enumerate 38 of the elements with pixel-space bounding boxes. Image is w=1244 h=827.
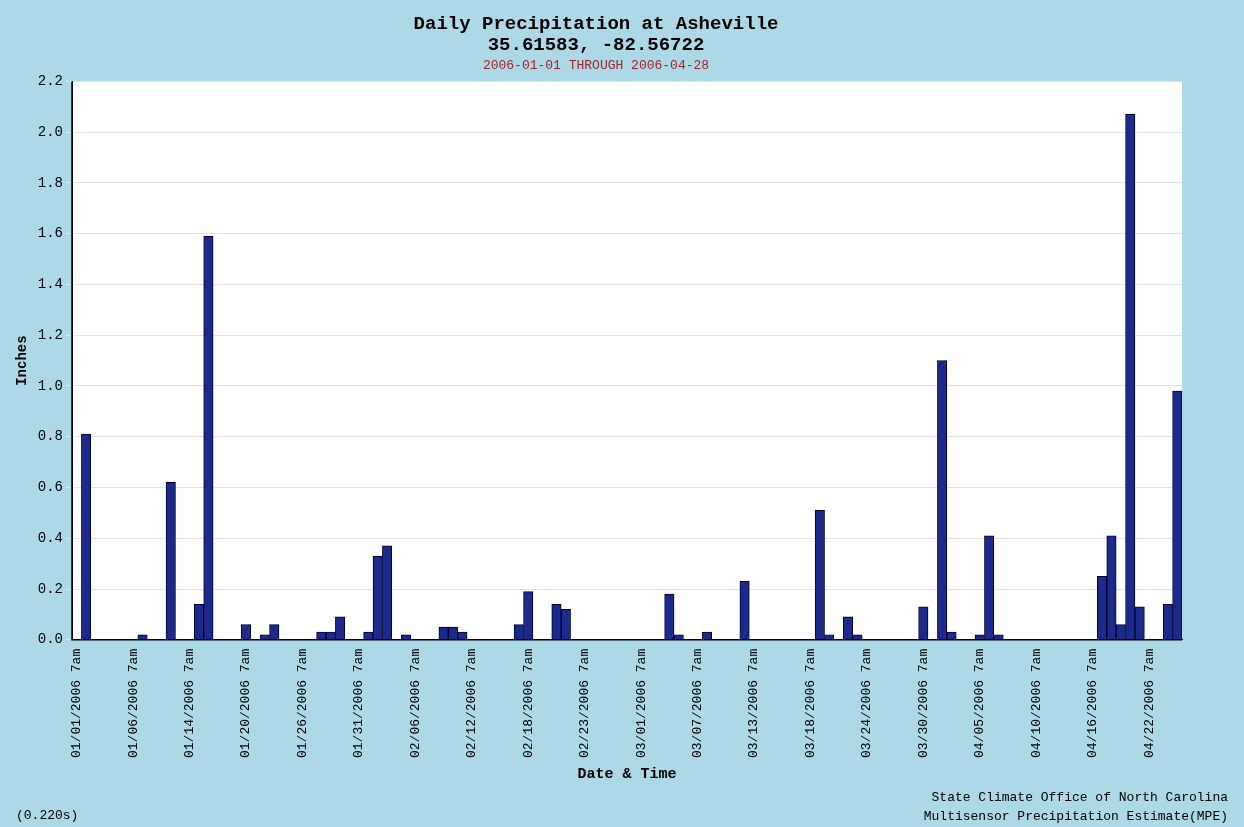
x-tick-label: 03/01/2006 7am — [633, 648, 649, 758]
x-tick-label: 04/22/2006 7am — [1141, 648, 1157, 758]
x-tick-label: 01/14/2006 7am — [182, 648, 198, 758]
y-tick-label: 1.8 — [37, 174, 63, 191]
x-tick-label: 02/12/2006 7am — [464, 648, 480, 758]
y-tick-label: 0.4 — [37, 529, 63, 546]
y-tick-label: 0.8 — [37, 428, 63, 445]
x-tick-label: 03/24/2006 7am — [859, 648, 875, 758]
y-axis-title: Inches — [13, 335, 30, 386]
y-tick-label: 2.2 — [37, 73, 63, 90]
x-tick-label: 02/18/2006 7am — [520, 648, 536, 758]
x-tick-label: 03/30/2006 7am — [915, 648, 931, 758]
y-tick-label: 1.6 — [37, 225, 63, 242]
x-tick-label: 03/13/2006 7am — [746, 648, 762, 758]
x-tick-label: 04/16/2006 7am — [1085, 648, 1101, 758]
x-tick-label: 02/23/2006 7am — [577, 648, 593, 758]
x-tick-label: 01/20/2006 7am — [238, 648, 254, 758]
x-tick-label: 03/18/2006 7am — [802, 648, 818, 758]
text: (0.220s) — [16, 808, 79, 823]
y-tick-label: 0.2 — [37, 580, 63, 597]
x-tick-label: 02/06/2006 7am — [407, 648, 423, 758]
x-tick-label: 01/01/2006 7am — [69, 648, 85, 758]
y-tick-label: 0.0 — [37, 631, 63, 648]
x-tick-label: 01/31/2006 7am — [351, 648, 367, 758]
chart-title: Daily Precipitation at Asheville 35.61583, -82.56722 — [413, 13, 779, 57]
x-tick-label: 04/05/2006 7am — [972, 648, 988, 758]
y-tick-label: 0.6 — [37, 479, 63, 496]
y-tick-label: 1.4 — [37, 276, 63, 293]
x-axis-title: Date & Time — [577, 765, 677, 783]
x-tick-label: 01/06/2006 7am — [125, 648, 141, 758]
y-tick-label: 2.0 — [37, 123, 63, 140]
x-tick-label: 04/10/2006 7am — [1028, 648, 1044, 758]
y-tick-label: 1.0 — [37, 377, 63, 394]
text: State Climate Office of North Carolina Multisensor Precipitation Estimate(MPE) — [923, 790, 1229, 824]
x-tick-label: 01/26/2006 7am — [294, 648, 310, 758]
y-tick-label: 1.2 — [37, 326, 63, 343]
x-tick-label: 03/07/2006 7am — [689, 648, 705, 758]
chart-subtitle: 2006-01-01 THROUGH 2006-04-28 — [482, 58, 710, 74]
